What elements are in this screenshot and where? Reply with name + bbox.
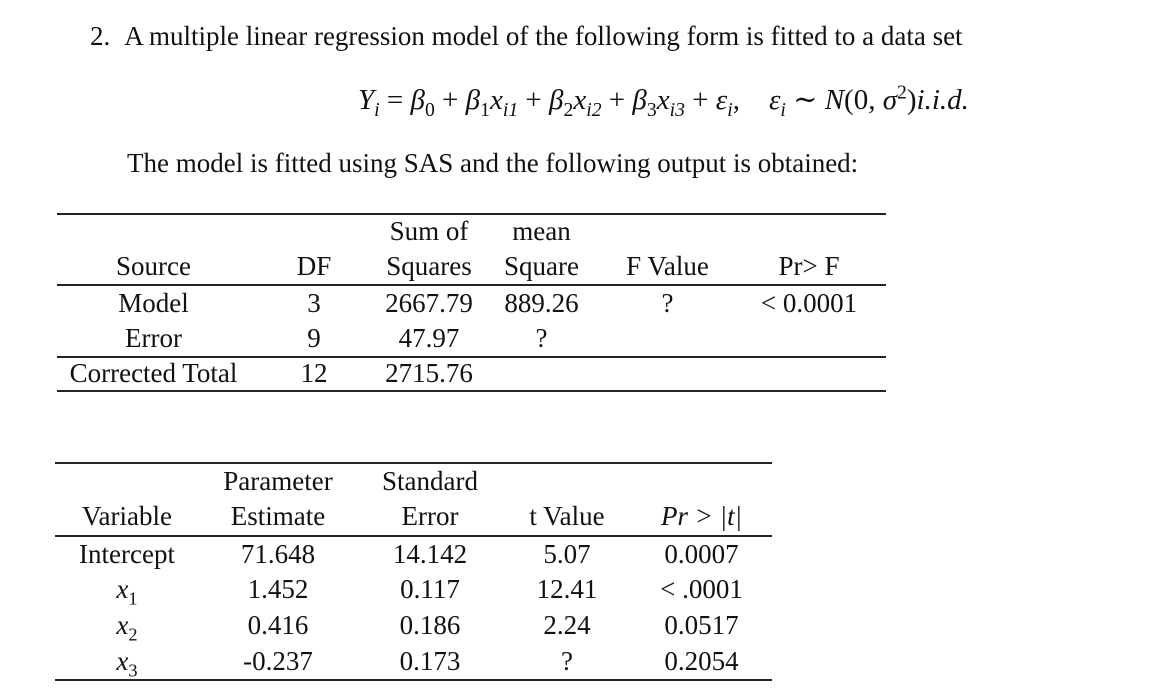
cell-error-mean-sq: ? [535,322,548,353]
anova-header-df: DF [296,250,332,281]
cell-model-df: 3 [307,287,321,318]
variable-base: x [116,645,129,676]
anova-body: Model 3 2667.79 889.26 ? < 0.0001 Error … [57,285,886,391]
params-header: Parameter Standard Variable Estimate Err… [55,463,772,536]
cell-error-sum-sq: 47.97 [398,322,460,353]
anova-header-blank [603,214,732,249]
params-header-blank [55,463,199,499]
cell-model-source: Model [118,287,189,318]
cell-x3-estimate: -0.237 [243,645,313,676]
cell-error-pr-f [732,321,886,357]
problem-number: 2. [90,21,111,51]
anova-row-model: Model 3 2667.79 889.26 ? < 0.0001 [57,285,886,321]
cell-total-sum-sq: 2715.76 [385,358,473,389]
anova-header-source: Source [116,250,191,281]
params-header-estimate: Estimate [230,501,326,532]
anova-header-blank [732,214,886,249]
cell-x1-estimate: 1.452 [247,574,309,605]
cell-intercept-pr-t: 0.0007 [664,538,739,569]
cell-model-mean-sq: 889.26 [504,287,579,318]
params-header-standard: Standard [382,465,478,496]
anova-table: Sum of mean Source DF Squares Square F V… [57,213,886,392]
anova-header-sum-of: Sum of [389,216,469,247]
params-row-x3: x3 -0.237 0.173 ? 0.2054 [55,644,772,680]
cell-intercept-variable: Intercept [79,538,175,569]
cell-error-f-value [603,321,732,357]
params-header-row-2: Variable Estimate Error t Value Pr > |t| [55,499,772,536]
cell-error-source: Error [125,322,182,353]
model-formula: Yi = β0 + β1xi1 + β2xi2 + β3xi3 + εi, εi… [358,81,969,121]
anova-header-row-2: Source DF Squares Square F Value Pr> F [57,249,886,285]
params-header-t-value: t Value [529,501,605,532]
variable-subscript: 3 [128,660,138,681]
cell-x2-std-error: 0.186 [399,610,461,641]
params-row-intercept: Intercept 71.648 14.142 5.07 0.0007 [55,536,772,572]
variable-subscript: 2 [128,624,138,645]
variable-base: x [116,574,129,605]
cell-error-df: 9 [307,322,321,353]
cell-total-mean-sq [480,357,603,391]
cell-x3-pr-t: 0.2054 [664,645,739,676]
cell-model-f-value: ? [661,287,674,318]
cell-x3-std-error: 0.173 [399,645,461,676]
params-body: Intercept 71.648 14.142 5.07 0.0007 x1 1… [55,536,772,680]
anova-row-corrected-total: Corrected Total 12 2715.76 [57,357,886,391]
variable-base: x [116,610,129,641]
cell-x2-t-value: 2.24 [543,610,591,641]
params-header-row-1: Parameter Standard [55,463,772,499]
params-header-pr-t: Pr > |t| [660,501,743,532]
cell-intercept-estimate: 71.648 [240,538,316,569]
cell-x2-pr-t: 0.0517 [664,610,739,641]
anova-header-f-value: F Value [626,250,709,281]
cell-x3-t-value: ? [561,645,573,676]
anova-header-row-1: Sum of mean [57,214,886,249]
cell-model-pr-f: < 0.0001 [760,287,858,318]
parameter-estimates-table: Parameter Standard Variable Estimate Err… [55,462,772,681]
params-row-x2: x2 0.416 0.186 2.24 0.0517 [55,608,772,644]
cell-model-sum-sq: 2667.79 [385,287,473,318]
anova-header-mean: mean [512,216,571,247]
variable-subscript: 1 [128,588,138,609]
problem-intro-text: A multiple linear regression model of th… [124,21,963,51]
cell-total-f-value [603,357,732,391]
anova-header-square: Square [504,250,579,281]
params-header-parameter: Parameter [223,465,333,496]
anova-header-pr-f: Pr> F [778,250,840,281]
cell-x3-variable: x3 [55,644,199,680]
sas-output-note: The model is fitted using SAS and the fo… [127,148,859,178]
cell-total-df: 12 [300,358,328,389]
cell-intercept-t-value: 5.07 [543,538,591,569]
cell-x1-t-value: 12.41 [536,574,598,605]
anova-header-blank [57,214,250,249]
cell-x2-variable: x2 [55,608,199,644]
cell-total-source: Corrected Total [69,358,238,389]
params-row-x1: x1 1.452 0.117 12.41 < .0001 [55,572,772,608]
anova-header: Sum of mean Source DF Squares Square F V… [57,214,886,285]
params-header-error: Error [401,501,459,532]
params-header-blank [503,463,631,499]
anova-header-blank [250,214,378,249]
cell-x2-estimate: 0.416 [247,610,309,641]
anova-row-error: Error 9 47.97 ? [57,321,886,357]
anova-header-squares: Squares [386,250,472,281]
params-header-blank [631,463,772,499]
cell-total-pr-f [732,357,886,391]
cell-x1-pr-t: < .0001 [660,574,743,605]
params-header-variable: Variable [82,501,172,532]
cell-x1-std-error: 0.117 [400,574,460,605]
cell-intercept-std-error: 14.142 [392,538,468,569]
cell-x1-variable: x1 [55,572,199,608]
problem-statement: 2. A multiple linear regression model of … [90,20,963,52]
